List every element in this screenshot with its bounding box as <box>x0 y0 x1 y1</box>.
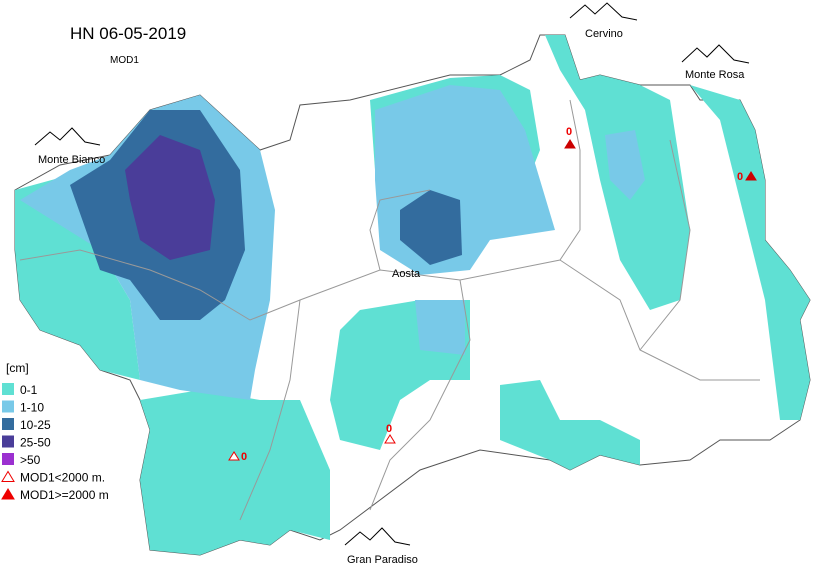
station-value: 0 <box>386 423 392 435</box>
river <box>369 279 471 511</box>
station: 0 <box>564 126 576 149</box>
place-label: Gran Paradiso <box>347 554 418 565</box>
station: 0 <box>737 171 757 183</box>
legend-swatch <box>2 383 14 395</box>
legend-swatch <box>2 400 14 413</box>
map-subtitle: MOD1 <box>110 55 139 66</box>
area <box>415 300 465 355</box>
station-marker <box>745 171 757 181</box>
area <box>500 380 640 470</box>
station-value: 0 <box>566 126 572 138</box>
legend-label: 1-10 <box>20 401 44 415</box>
legend-swatch <box>2 453 14 465</box>
legend-unit: [cm] <box>6 361 29 375</box>
place-label: Monte Bianco <box>38 154 105 166</box>
station-marker <box>384 434 396 444</box>
place-label: Aosta <box>392 268 421 280</box>
river <box>369 189 431 271</box>
station: 0 <box>228 451 247 463</box>
station-value: 0 <box>241 451 247 463</box>
legend-label: MOD1>=2000 m <box>20 488 109 502</box>
legend-label: 25-50 <box>20 436 51 450</box>
station-marker <box>564 139 576 149</box>
river <box>639 139 691 351</box>
legend-symbol <box>1 488 15 500</box>
area <box>690 85 810 420</box>
mountain-icon <box>344 527 411 546</box>
station-value: 0 <box>737 171 743 183</box>
place-label: Monte Rosa <box>685 69 745 81</box>
legend-label: 0-1 <box>20 383 38 397</box>
map-title: HN 06-05-2019 <box>70 24 186 43</box>
legend: [cm] 0-1 1-10 10-25 25-50 >50 MOD1<2000 m. MOD… <box>1 361 109 502</box>
legend-label: 10-25 <box>20 418 51 432</box>
area <box>605 130 645 200</box>
legend-label: MOD1<2000 m. <box>20 471 105 485</box>
area <box>400 190 462 265</box>
mountain-icon <box>569 2 638 21</box>
mountain-icon <box>681 44 750 64</box>
mountain-icon <box>34 127 101 146</box>
legend-swatch <box>2 435 14 448</box>
river <box>239 299 301 521</box>
station-marker <box>228 451 240 461</box>
area <box>140 390 330 555</box>
river <box>19 99 581 321</box>
area <box>15 175 140 380</box>
legend-swatch <box>2 418 14 430</box>
legend-label: >50 <box>20 453 41 467</box>
area <box>125 135 215 260</box>
place-label: Cervino <box>585 28 623 40</box>
legend-symbol <box>1 470 15 482</box>
station: 0 <box>384 423 396 444</box>
